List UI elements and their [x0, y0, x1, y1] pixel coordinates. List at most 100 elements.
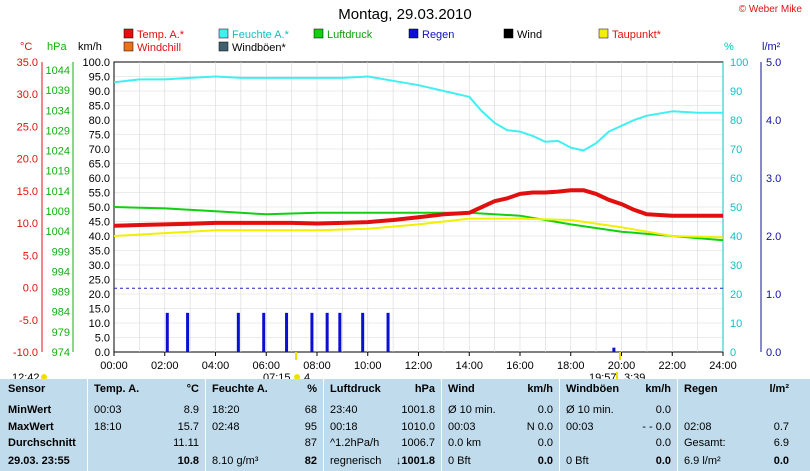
legend-label-6: Windchill	[137, 42, 181, 54]
x-tick-label: 08:00	[303, 360, 331, 372]
rain-tick-label: 1.0	[766, 289, 781, 301]
legend-swatch-4	[503, 28, 514, 39]
legend-label-1: Feuchte A.*	[232, 29, 290, 41]
temp-tick-label: 10.0	[17, 218, 38, 230]
kmh-tick-label: 45.0	[89, 217, 110, 229]
rain-bar	[285, 312, 289, 352]
legend-swatch-6	[123, 41, 134, 52]
stats-value-temp: 10.8	[177, 455, 199, 467]
stats-label-max: MaxWert	[8, 421, 54, 433]
credit-label: © Weber Mike	[738, 4, 802, 15]
pct-tick-label: 80	[730, 115, 742, 127]
x-tick-label: 02:00	[151, 360, 179, 372]
stats-panel: Sensor MinWert MaxWert Durchschnitt 29.0…	[0, 379, 810, 471]
stats-time-wind: 0.0 km	[448, 437, 482, 449]
stats-value-feuchte: 87	[304, 437, 317, 449]
stats-label-avg: Durchschnitt	[8, 437, 76, 449]
axis-header-rain: l/m²	[762, 41, 781, 53]
stats-time-luft: 00:18	[330, 421, 358, 433]
rain-tick-label: 0.0	[766, 347, 781, 359]
stats-header-luft: Luftdruck	[330, 383, 381, 395]
kmh-tick-label: 65.0	[89, 159, 110, 171]
temp-tick-label: 5.0	[23, 250, 38, 262]
sunset-marker-icon	[616, 372, 618, 381]
rain-bar	[236, 312, 240, 352]
stats-col-wind: Wind km/h Ø 10 min. 0.0 00:03 N 0.0 0.0 km 0.0 0…	[441, 379, 559, 471]
x-tick-label: 10:00	[354, 360, 382, 372]
stats-value-luft: ↓1001.8	[395, 455, 435, 467]
stats-time-boeen: 0 Bft	[566, 455, 589, 467]
rain-tick-label: 3.0	[766, 173, 781, 185]
pct-tick-label: 90	[730, 86, 742, 98]
hpa-tick-label: 1004	[46, 226, 70, 238]
x-tick-label: 24:00	[709, 360, 737, 372]
x-tick-label: 18:00	[557, 360, 585, 372]
sunrise-marker-icon	[294, 374, 300, 380]
temp-tick-label: 30.0	[17, 89, 38, 101]
x-tick-label: 20:00	[608, 360, 636, 372]
x-tick-label: 12:00	[405, 360, 433, 372]
hpa-tick-label: 1034	[46, 105, 70, 117]
axis-header-pct: %	[724, 41, 734, 53]
hpa-tick-label: 1024	[46, 146, 70, 158]
chart-title: Montag, 29.03.2010	[338, 6, 472, 23]
stats-time-feuchte: 18:20	[212, 404, 240, 416]
kmh-tick-label: 10.0	[89, 318, 110, 330]
kmh-tick-label: 35.0	[89, 246, 110, 258]
hpa-tick-label: 1039	[46, 85, 70, 97]
stats-value-feuchte: 95	[304, 421, 317, 433]
stats-time-luft: regnerisch	[330, 455, 382, 467]
stats-header-temp: Temp. A.	[94, 383, 140, 395]
hpa-tick-label: 1044	[46, 65, 70, 77]
stats-value-wind: N 0.0	[526, 421, 553, 433]
stats-header-sensor: Sensor	[8, 383, 46, 395]
hpa-tick-label: 1014	[46, 186, 70, 198]
kmh-tick-label: 60.0	[89, 173, 110, 185]
stats-value-wind: 0.0	[537, 404, 553, 416]
rain-bar	[325, 312, 329, 352]
legend-label-0: Temp. A.*	[137, 29, 185, 41]
stats-col-temp: Temp. A. °C 00:03 8.9 18:10 15.7 11.11 10.8	[87, 379, 205, 471]
legend-swatch-5	[598, 28, 609, 39]
stats-value-feuchte: 82	[304, 455, 317, 467]
stats-value-luft: 1006.7	[401, 437, 435, 449]
kmh-tick-label: 25.0	[89, 275, 110, 287]
stats-time-boeen: Ø 10 min.	[566, 404, 614, 416]
pct-tick-label: 50	[730, 202, 742, 214]
stats-time-temp: 18:10	[94, 421, 122, 433]
stats-value-boeen: 0.0	[655, 437, 671, 449]
pct-tick-label: 30	[730, 260, 742, 272]
kmh-tick-label: 85.0	[89, 101, 110, 113]
stats-value-temp: 11.11	[173, 437, 199, 449]
rain-bar	[165, 312, 169, 352]
stats-value-luft: 1010.0	[401, 421, 435, 433]
temp-tick-label: 35.0	[17, 57, 38, 69]
hpa-tick-label: 994	[52, 266, 70, 278]
stats-time-temp: 00:03	[94, 404, 122, 416]
legend-label-3: Regen	[422, 29, 454, 41]
stats-time-feuchte: 02:48	[212, 421, 240, 433]
stats-unit-regen: l/m²	[769, 383, 789, 395]
legend-swatch-0	[123, 28, 134, 39]
x-tick-label: 06:00	[252, 360, 280, 372]
stats-unit-luft: hPa	[414, 383, 435, 395]
series-line-1	[113, 206, 724, 242]
hpa-tick-label: 1009	[46, 206, 70, 218]
legend-label-4: Wind	[517, 29, 542, 41]
stats-value-temp: 8.9	[183, 404, 199, 416]
rain-tick-label: 4.0	[766, 115, 781, 127]
kmh-tick-label: 80.0	[89, 115, 110, 127]
stats-value-luft: 1001.8	[401, 404, 435, 416]
pct-tick-label: 40	[730, 231, 742, 243]
kmh-tick-label: 95.0	[89, 72, 110, 84]
pct-tick-label: 10	[730, 318, 742, 330]
rain-bar	[310, 312, 314, 352]
series-line-2	[113, 217, 724, 239]
kmh-tick-label: 90.0	[89, 86, 110, 98]
rain-tick-label: 2.0	[766, 231, 781, 243]
temp-tick-label: -10.0	[13, 347, 38, 359]
stats-unit-boeen: km/h	[645, 383, 671, 395]
x-tick-label: 14:00	[455, 360, 483, 372]
stats-value-boeen: - - 0.0	[642, 421, 671, 433]
kmh-tick-label: 70.0	[89, 144, 110, 156]
